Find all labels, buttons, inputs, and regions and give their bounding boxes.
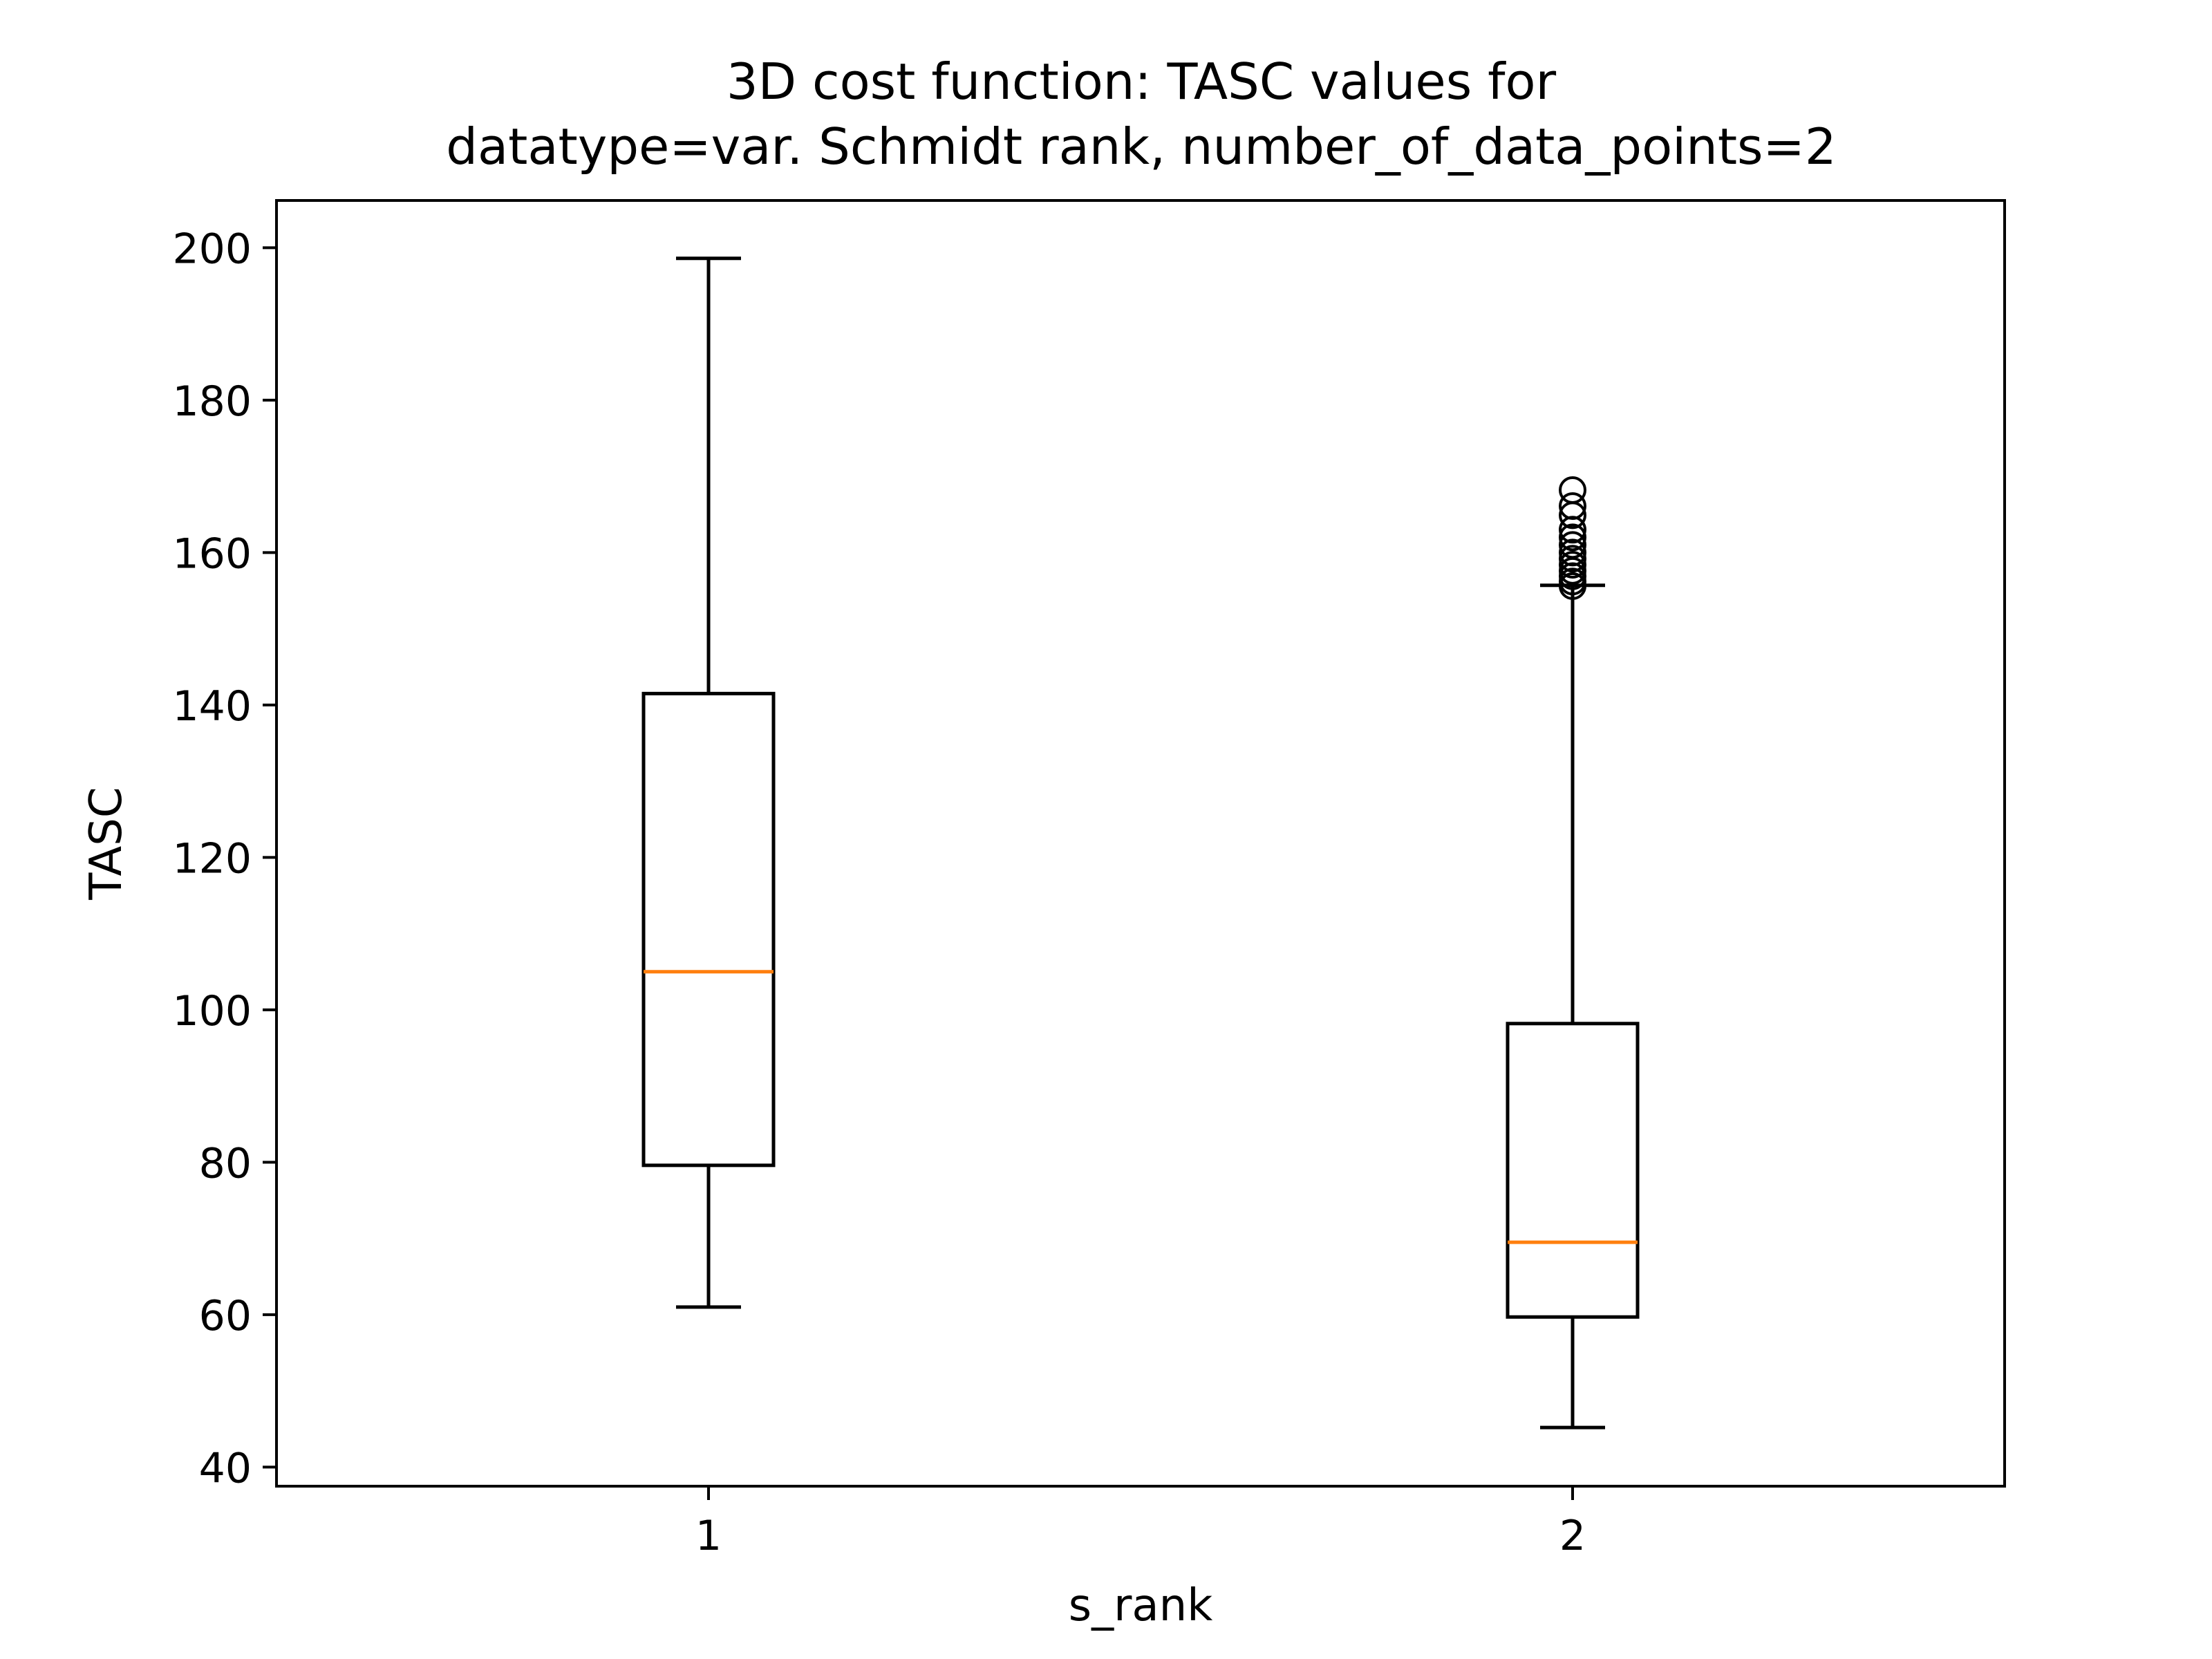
y-tick-label: 80 bbox=[199, 1139, 252, 1188]
y-tick-label: 100 bbox=[172, 987, 252, 1035]
outlier-point bbox=[1559, 531, 1586, 559]
y-tick-label: 200 bbox=[172, 225, 252, 273]
outlier-point bbox=[1559, 523, 1586, 552]
outlier-point bbox=[1559, 538, 1586, 567]
outlier-point bbox=[1559, 545, 1586, 573]
box-iqr bbox=[1506, 1022, 1640, 1319]
y-tick-label: 60 bbox=[199, 1292, 252, 1340]
outlier-point bbox=[1559, 492, 1586, 521]
y-axis-label: TASC bbox=[81, 787, 132, 900]
box-iqr bbox=[641, 691, 776, 1168]
y-tick-label: 140 bbox=[172, 682, 252, 731]
y-axis: 40 60 80 100 120 140 160 180 200 bbox=[172, 225, 276, 1492]
box-group-2 bbox=[1506, 476, 1640, 1430]
x-tick-label: 1 bbox=[695, 1512, 722, 1560]
outlier-point bbox=[1559, 551, 1586, 579]
chart-title-line-2: datatype=var. Schmidt rank, number_of_da… bbox=[446, 118, 1836, 176]
chart-title-line-1: 3D cost function: TASC values for bbox=[727, 53, 1557, 111]
y-tick-label: 160 bbox=[172, 529, 252, 578]
axes-frame bbox=[275, 199, 2006, 1488]
plot-area bbox=[641, 256, 1640, 1430]
outlier-point bbox=[1559, 476, 1586, 504]
y-tick-label: 40 bbox=[199, 1444, 252, 1492]
y-tick-label: 180 bbox=[172, 377, 252, 426]
box-group-1 bbox=[641, 256, 776, 1309]
x-axis-label: s_rank bbox=[1069, 1580, 1213, 1631]
y-tick-label: 120 bbox=[172, 834, 252, 883]
x-tick-label: 2 bbox=[1559, 1512, 1586, 1560]
